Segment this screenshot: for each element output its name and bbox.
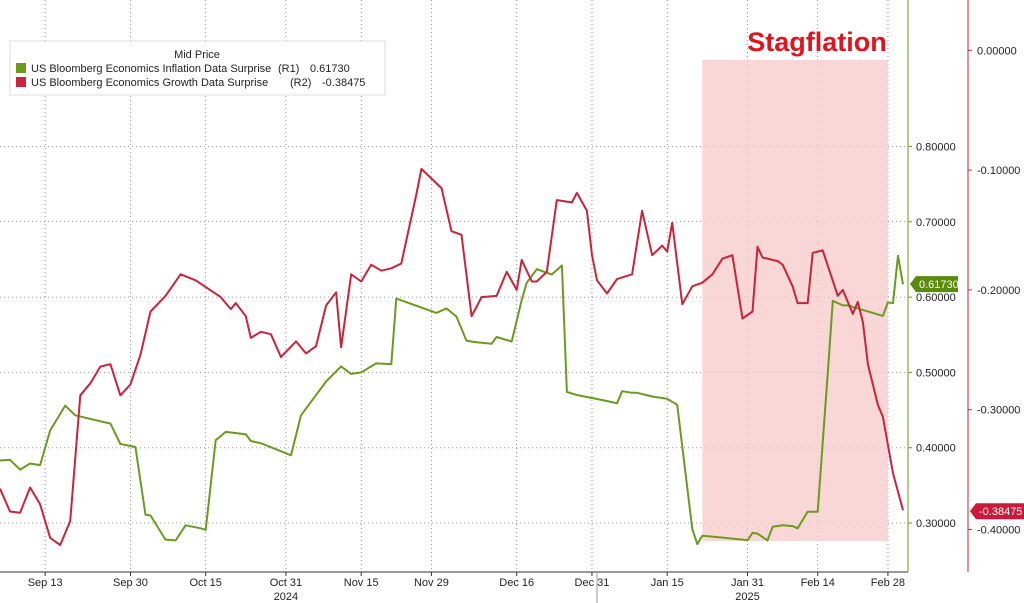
legend-axis-growth: (R2)	[290, 77, 311, 89]
y2-tick-label: -0.10000	[977, 165, 1020, 177]
legend-box	[9, 40, 386, 96]
x-tick-label: Dec 31	[575, 577, 610, 589]
legend-label-growth: US Bloomberg Economics Growth Data Surpr…	[31, 77, 268, 89]
growth-badge-label: -0.38475	[979, 506, 1022, 518]
growth-series-line	[0, 167, 904, 546]
inflation-badge-label: 0.61730	[919, 279, 959, 291]
x-tick-label: Jan 31	[731, 577, 764, 589]
x-year-label: 2024	[274, 591, 298, 603]
x-tick-label: Nov 29	[414, 577, 449, 589]
y2-tick-label: 0.00000	[977, 45, 1017, 57]
x-tick-label: Sep 13	[28, 577, 63, 589]
legend-value-inflation: 0.61730	[310, 63, 350, 75]
y1-axis-ticks: 0.30000 0.40000 0.50000 0.60000 0.70000 0.800…	[908, 141, 956, 530]
y2-tick-label: -0.40000	[977, 524, 1020, 536]
x-tick-label: Nov 15	[344, 577, 379, 589]
legend-label-inflation: US Bloomberg Economics Inflation Data Su…	[31, 63, 271, 75]
y2-tick-label: -0.30000	[977, 405, 1020, 417]
y1-tick-label: 0.50000	[916, 367, 956, 379]
legend-axis-inflation: (R1)	[278, 63, 299, 75]
x-tick-label: Sep 30	[113, 577, 148, 589]
stagflation-annotation: Stagflation	[747, 27, 887, 57]
inflation-series-line	[0, 254, 904, 546]
x-tick-label: Feb 28	[871, 577, 905, 589]
stagflation-shaded-region	[702, 60, 888, 541]
x-tick-label: Feb 14	[801, 577, 835, 589]
x-axis-ticks: Sep 13 Sep 30 Oct 15 Oct 31 Nov 15 Nov 29 Dec …	[28, 572, 905, 603]
axes	[0, 0, 969, 573]
legend-title: Mid Price	[174, 49, 220, 61]
legend: Mid Price US Bloomberg Economics Inflati…	[9, 40, 386, 96]
y1-tick-label: 0.40000	[916, 443, 956, 455]
y1-tick-label: 0.70000	[916, 217, 956, 229]
y2-tick-label: -0.20000	[977, 285, 1020, 297]
y1-tick-label: 0.30000	[916, 518, 956, 530]
legend-value-growth: -0.38475	[322, 77, 365, 89]
series-lines	[0, 167, 904, 546]
legend-swatch-inflation	[16, 63, 26, 73]
x-tick-label: Dec 16	[499, 577, 534, 589]
growth-badge	[970, 503, 1024, 520]
last-value-badges: 0.61730 -0.38475	[910, 276, 1024, 520]
y1-tick-label: 0.80000	[916, 141, 956, 153]
x-year-label: 2025	[735, 591, 759, 603]
x-tick-label: Oct 15	[189, 577, 221, 589]
x-tick-label: Jan 15	[651, 577, 684, 589]
inflation-badge	[910, 276, 958, 293]
y2-axis-ticks: -0.40000 -0.30000 -0.20000 -0.10000 0.00000	[968, 45, 1020, 536]
x-tick-label: Oct 31	[270, 577, 302, 589]
legend-swatch-growth	[16, 77, 26, 87]
y1-tick-label: 0.60000	[916, 292, 956, 304]
